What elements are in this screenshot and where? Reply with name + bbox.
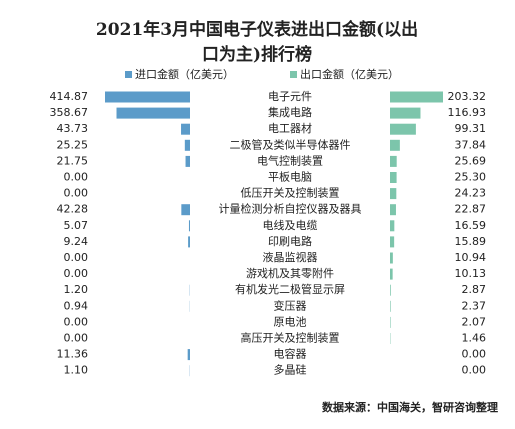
export-value-label: 25.69 — [455, 154, 487, 167]
import-bar — [181, 123, 190, 135]
category-label: 二极管及类似半导体器件 — [230, 137, 351, 151]
export-bar — [390, 155, 397, 167]
export-bar — [390, 220, 395, 232]
import-value-label: 11.36 — [57, 348, 89, 361]
category-label: 平板电脑 — [268, 170, 312, 184]
category-label: 电子元件 — [268, 90, 312, 103]
export-bar — [390, 316, 391, 328]
export-bar — [390, 139, 400, 151]
category-label: 液晶监视器 — [263, 250, 318, 264]
category-label: 游戏机及其零附件 — [246, 266, 334, 280]
export-bar — [390, 107, 421, 119]
import-value-label: 21.75 — [57, 154, 89, 167]
import-value-label: 9.24 — [64, 235, 89, 248]
export-bar — [390, 123, 416, 135]
category-label: 多晶硅 — [274, 363, 307, 377]
export-bar — [390, 188, 397, 200]
category-label: 电气控制装置 — [257, 153, 323, 167]
category-label: 计量检测分析自控仪器及器具 — [219, 202, 362, 216]
export-value-label: 24.23 — [455, 187, 487, 200]
export-value-label: 203.32 — [448, 90, 487, 103]
import-value-label: 1.20 — [64, 283, 89, 296]
import-value-label: 43.73 — [57, 122, 89, 135]
export-bar — [390, 300, 391, 312]
export-bar — [390, 204, 396, 216]
import-value-label: 0.94 — [64, 299, 89, 312]
category-label: 电容器 — [274, 347, 307, 361]
export-value-label: 22.87 — [455, 203, 487, 216]
export-value-label: 2.87 — [462, 283, 487, 296]
legend-label: 进口金额（亿美元） — [135, 67, 234, 81]
category-label: 低压开关及控制装置 — [241, 186, 340, 200]
import-value-label: 25.25 — [57, 138, 89, 151]
export-bar — [390, 172, 397, 183]
import-bar — [116, 107, 190, 119]
import-value-label: 0.00 — [64, 187, 89, 200]
export-bar — [390, 91, 443, 103]
export-value-label: 10.94 — [455, 251, 487, 264]
export-bar — [390, 284, 391, 296]
import-value-label: 358.67 — [50, 106, 89, 119]
export-value-label: 16.59 — [455, 219, 487, 232]
import-value-label: 0.00 — [64, 171, 89, 184]
export-value-label: 2.07 — [462, 315, 487, 328]
export-bar — [390, 268, 393, 280]
import-bar — [105, 91, 190, 103]
import-value-label: 1.10 — [64, 364, 89, 377]
category-label: 印刷电路 — [268, 235, 312, 248]
export-value-label: 116.93 — [448, 106, 487, 119]
export-value-label: 0.00 — [462, 348, 487, 361]
import-bar — [184, 139, 190, 151]
legend-label: 出口金额（亿美元） — [300, 67, 399, 81]
import-value-label: 0.00 — [64, 332, 89, 345]
export-value-label: 2.37 — [462, 299, 487, 312]
import-bar — [188, 220, 190, 232]
category-label: 电线及电缆 — [263, 218, 318, 232]
export-value-label: 37.84 — [455, 138, 487, 151]
source-note: 数据来源：中国海关，智研咨询整理 — [322, 400, 498, 414]
chart-title: 2021年3月中国电子仪表进出口金额(以出口为主)排行榜 — [96, 19, 418, 65]
legend-swatch — [125, 71, 132, 78]
import-value-label: 414.87 — [50, 90, 89, 103]
export-bar — [390, 252, 393, 264]
export-value-label: 0.00 — [462, 364, 487, 377]
category-label: 原电池 — [274, 315, 307, 328]
category-label: 集成电路 — [268, 105, 312, 119]
export-value-label: 99.31 — [455, 122, 487, 135]
import-bar — [185, 155, 190, 167]
import-bar — [188, 236, 190, 248]
category-label: 变压器 — [274, 298, 307, 312]
import-value-label: 0.00 — [64, 315, 89, 328]
export-bar — [390, 236, 395, 248]
export-value-label: 25.30 — [455, 171, 487, 184]
import-value-label: 42.28 — [57, 203, 89, 216]
import-bar — [187, 349, 190, 361]
export-value-label: 10.13 — [455, 267, 487, 280]
import-bar — [181, 204, 190, 216]
export-value-label: 1.46 — [462, 332, 487, 345]
import-value-label: 0.00 — [64, 251, 89, 264]
export-value-label: 15.89 — [455, 235, 487, 248]
import-value-label: 5.07 — [64, 219, 89, 232]
category-label: 有机发光二极管显示屏 — [235, 282, 345, 296]
category-label: 高压开关及控制装置 — [241, 331, 340, 345]
legend-swatch — [290, 71, 297, 78]
category-label: 电工器材 — [268, 121, 312, 135]
import-value-label: 0.00 — [64, 267, 89, 280]
